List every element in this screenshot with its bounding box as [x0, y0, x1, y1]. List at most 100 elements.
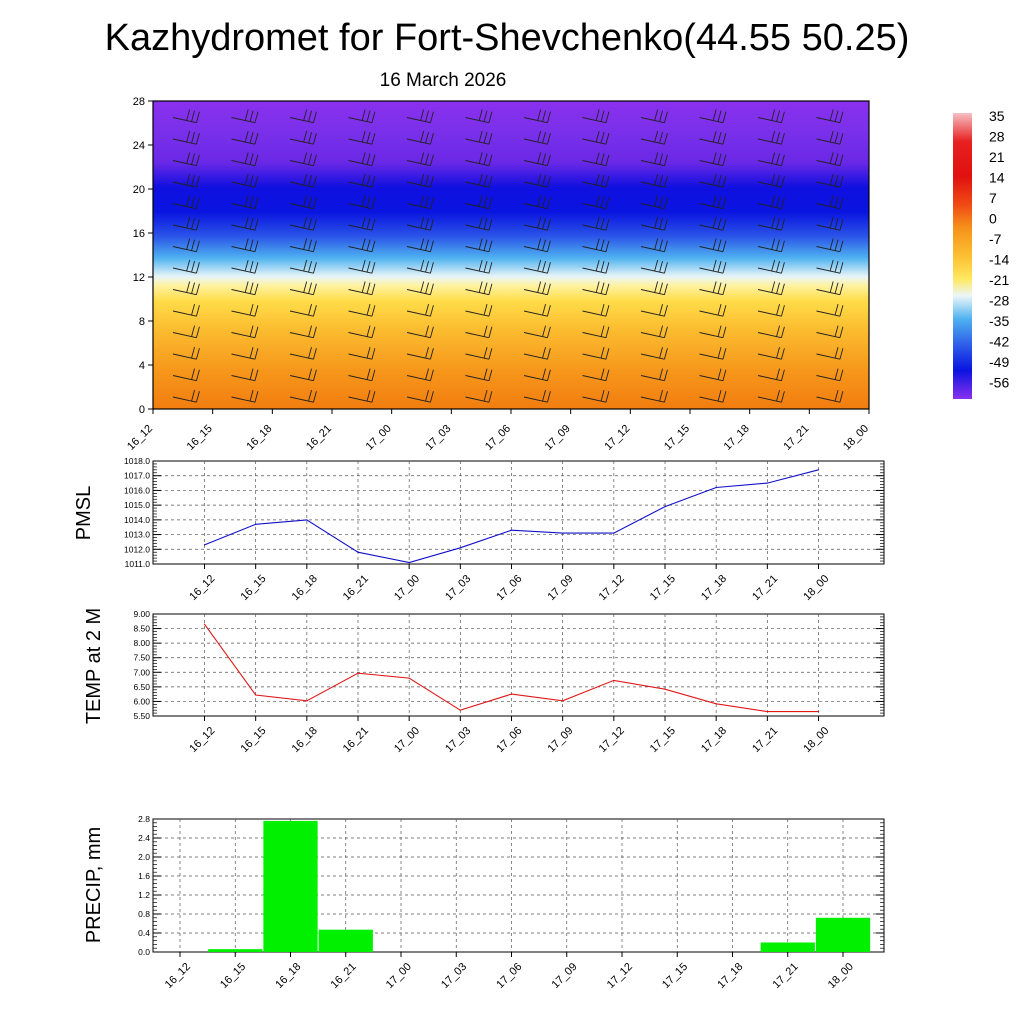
- precip-y-tick-label: 0.8: [138, 909, 150, 919]
- precip-y-tick-label: 2.8: [138, 814, 150, 824]
- wind-barb: [523, 238, 551, 253]
- wind-barb: [816, 259, 844, 274]
- wind-barb: [172, 216, 200, 231]
- wind-barb: [348, 304, 376, 317]
- wind-barb: [289, 195, 317, 210]
- section-x-tick-label: 17_15: [662, 423, 692, 453]
- precip-x-tick-label: 17_00: [384, 961, 414, 991]
- temp2m-y-tick-label: 7.50: [133, 653, 150, 663]
- wind-barb: [172, 130, 200, 145]
- wind-barb: [816, 152, 844, 167]
- wind-barb: [172, 325, 200, 339]
- wind-barb: [289, 347, 317, 360]
- wind-barb: [816, 390, 844, 403]
- wind-barb: [757, 259, 785, 274]
- temp2m-point: [357, 672, 359, 674]
- wind-barb: [406, 152, 434, 167]
- pmsl-x-tick-label: 17_09: [545, 573, 575, 603]
- temp2m-y-tick-label: 6.50: [133, 682, 150, 692]
- wind-barb: [348, 390, 376, 403]
- wind-barb: [640, 152, 668, 167]
- pmsl-frame: [152, 460, 885, 565]
- wind-barb: [523, 259, 551, 274]
- section-x-tick-label: 17_12: [602, 423, 632, 453]
- wind-barb: [699, 259, 727, 274]
- wind-barb: [348, 325, 376, 339]
- wind-barb: [699, 109, 727, 124]
- wind-barb: [816, 130, 844, 145]
- wind-barb: [231, 390, 259, 403]
- section-x-tick-label: 17_00: [364, 423, 394, 453]
- wind-barb: [406, 368, 434, 382]
- pmsl-point: [306, 519, 308, 521]
- precip-y-tick-label: 2.0: [138, 852, 150, 862]
- precip-x-tick-label: 17_18: [715, 961, 745, 991]
- wind-barb: [231, 259, 259, 274]
- wind-barb: [289, 130, 317, 145]
- pmsl-y-tick-label: 1016.0: [124, 485, 150, 495]
- wind-barb: [465, 325, 493, 339]
- wind-barb: [816, 347, 844, 360]
- pmsl-x-tick-label: 16_15: [238, 573, 268, 603]
- wind-barb: [231, 109, 259, 124]
- precip-bar: [208, 949, 263, 952]
- pmsl-y-tick-label: 1013.0: [124, 530, 150, 540]
- wind-barb: [816, 216, 844, 231]
- temp2m-x-tick-label: 18_00: [801, 725, 831, 755]
- colorbar-label: 7: [989, 190, 997, 206]
- pmsl-x-tick-label: 18_00: [801, 573, 831, 603]
- temp2m-y-tick-label: 8.00: [133, 638, 150, 648]
- wind-barb: [231, 368, 259, 382]
- wind-barb: [406, 195, 434, 210]
- precip-x-tick-label: 17_03: [439, 961, 469, 991]
- temp2m-x-tick-label: 16_21: [341, 725, 371, 755]
- wind-barb: [406, 216, 434, 231]
- temp2m-y-tick-label: 7.00: [133, 667, 150, 677]
- wind-barb: [406, 238, 434, 253]
- wind-barb: [757, 173, 785, 188]
- wind-barb: [289, 325, 317, 339]
- wind-barb: [348, 130, 376, 145]
- temp2m-point: [613, 679, 615, 682]
- temp2m-x-tick-label: 16_18: [290, 725, 320, 755]
- wind-barb: [465, 281, 493, 296]
- precip-bar: [760, 942, 815, 952]
- wind-barb: [172, 238, 200, 253]
- wind-barb: [640, 195, 668, 210]
- wind-barb: [582, 368, 610, 382]
- section-x-tick-label: 16_21: [304, 423, 334, 453]
- wind-barb: [699, 173, 727, 188]
- pmsl-x-tick-label: 17_15: [648, 573, 678, 603]
- wind-barb: [406, 130, 434, 145]
- wind-barb: [465, 259, 493, 274]
- wind-barb: [523, 216, 551, 231]
- wind-barb: [757, 130, 785, 145]
- section-x-tick-label: 18_00: [841, 423, 871, 453]
- colorbar-label: 14: [989, 170, 1005, 186]
- wind-barb: [289, 109, 317, 124]
- temp2m-point: [817, 711, 820, 713]
- colorbar-label: -7: [989, 231, 1002, 247]
- wind-barb: [640, 390, 668, 403]
- wind-barb: [582, 130, 610, 145]
- wind-barb: [640, 173, 668, 188]
- precip-ylabel: PRECIP, mm: [83, 827, 105, 943]
- pmsl-x-tick-label: 17_21: [750, 573, 780, 603]
- temp2m-x-tick-label: 17_15: [648, 725, 678, 755]
- colorbar-label: -35: [989, 313, 1009, 329]
- colorbar-label: -42: [989, 334, 1009, 350]
- wind-barb: [406, 325, 434, 339]
- wind-barb: [816, 238, 844, 253]
- pmsl-y-tick-label: 1014.0: [124, 515, 150, 525]
- colorbar-label: 0: [989, 211, 997, 227]
- wind-barb: [640, 347, 668, 360]
- pmsl-panel: PMSL 1011.0 1012.0 1013.0 1014.0 1015.0 1016.…: [73, 456, 885, 603]
- temp2m-point: [562, 700, 564, 702]
- wind-barb: [640, 216, 668, 231]
- pmsl-point: [817, 469, 820, 471]
- wind-barb: [699, 130, 727, 145]
- colorbar-label: -28: [989, 293, 1009, 309]
- section-x-tick-label: 17_06: [483, 423, 513, 453]
- wind-barb: [757, 109, 785, 124]
